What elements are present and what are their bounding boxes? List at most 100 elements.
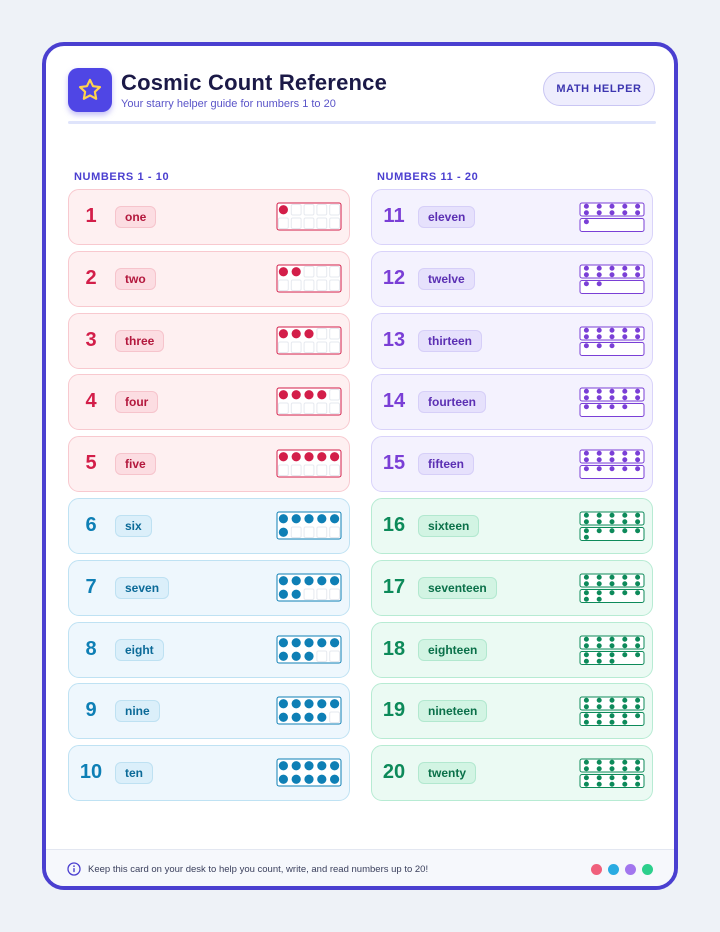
- counter-dot: [278, 699, 288, 709]
- counter-dot: [278, 328, 288, 338]
- counter-dot: [609, 781, 615, 787]
- counter-dot: [278, 575, 288, 586]
- number-row-19[interactable]: 19 nineteen: [371, 683, 653, 740]
- counter-dot: [304, 390, 314, 400]
- number-row-1[interactable]: 1 one: [68, 189, 350, 245]
- counter-dot: [596, 713, 602, 719]
- number-row-15[interactable]: 15 fifteen: [371, 436, 653, 493]
- counter-dot: [622, 781, 628, 787]
- number-row-13[interactable]: 13 thirteen: [371, 312, 653, 369]
- counter-dot: [609, 581, 615, 587]
- counter-dot: [635, 698, 641, 704]
- counter-dot: [583, 766, 589, 772]
- counter-dot: [583, 210, 589, 216]
- counter-dot: [317, 761, 327, 771]
- number-word: eight: [115, 638, 164, 661]
- number-row-20[interactable]: 20 twenty: [371, 745, 653, 802]
- counter-dot: [622, 698, 628, 704]
- math-helper-badge[interactable]: MATH HELPER: [543, 72, 655, 106]
- number-word: five: [115, 453, 156, 476]
- counter-dot: [317, 514, 327, 524]
- number-row-12[interactable]: 12 twelve: [371, 250, 653, 307]
- counter-dot: [635, 389, 641, 395]
- number-row-18[interactable]: 18 eighteen: [371, 621, 653, 678]
- counter-dot: [291, 774, 301, 785]
- counter-dot: [278, 266, 288, 277]
- legend-dot: [625, 864, 636, 875]
- number-row-8[interactable]: 8 eight: [68, 621, 350, 678]
- footer-bar: Keep this card on your desk to help you …: [46, 849, 674, 886]
- counter-dot: [635, 590, 641, 596]
- counter-dot: [330, 575, 340, 586]
- counter-dot: [596, 590, 602, 596]
- counter-dot: [622, 713, 628, 719]
- number-word: eighteen: [418, 638, 488, 661]
- number-word: nine: [115, 700, 160, 723]
- numeral: 11: [383, 205, 405, 227]
- counter-dot: [330, 774, 340, 785]
- counter-dot: [635, 581, 641, 587]
- counter-dot: [622, 466, 628, 472]
- counter-dot: [622, 590, 628, 596]
- number-word: three: [115, 329, 165, 352]
- counter-dot: [583, 636, 589, 642]
- number-row-6[interactable]: 6 six: [68, 498, 350, 554]
- numeral: 8: [85, 637, 97, 660]
- counter-dot: [317, 575, 327, 586]
- numeral: 16: [382, 514, 406, 536]
- counter-dot: [304, 514, 314, 524]
- number-row-11[interactable]: 11 eleven: [371, 189, 653, 245]
- counter-dot: [622, 512, 628, 518]
- counter-dot: [278, 651, 288, 661]
- number-row-14[interactable]: 14 fourteen: [371, 374, 653, 431]
- counter-dot: [317, 713, 327, 723]
- numeral: 17: [382, 575, 406, 598]
- double-ten-frame: [579, 264, 645, 294]
- counter-dot: [622, 333, 628, 339]
- counter-dot: [278, 205, 288, 215]
- number-row-2[interactable]: 2 two: [68, 250, 350, 307]
- counter-dot: [596, 512, 602, 518]
- number-row-9[interactable]: 9 nine: [68, 683, 350, 740]
- ten-frame: [276, 264, 342, 293]
- counter-dot: [609, 590, 615, 596]
- number-row-7[interactable]: 7 seven: [68, 559, 350, 616]
- counter-dot: [609, 574, 615, 580]
- counter-dot: [635, 210, 641, 216]
- counter-dot: [635, 636, 641, 642]
- counter-dot: [583, 658, 589, 664]
- counter-dot: [304, 774, 314, 785]
- counter-dot: [622, 651, 628, 657]
- counter-dot: [596, 781, 602, 787]
- counter-dot: [609, 636, 615, 642]
- counter-dot: [291, 452, 301, 462]
- page-subtitle: Your starry helper guide for numbers 1 t…: [121, 98, 336, 110]
- counter-dot: [583, 450, 589, 456]
- number-row-3[interactable]: 3 three: [68, 312, 350, 369]
- number-row-10[interactable]: 10 ten: [68, 745, 350, 802]
- counter-dot: [635, 766, 641, 772]
- counter-dot: [622, 636, 628, 642]
- numeral: 1: [85, 205, 97, 227]
- counter-dot: [635, 759, 641, 765]
- counter-dot: [583, 342, 589, 348]
- counter-dot: [609, 272, 615, 278]
- counter-dot: [596, 203, 602, 209]
- counter-dot: [622, 389, 628, 395]
- counter-dot: [583, 713, 589, 719]
- number-row-16[interactable]: 16 sixteen: [371, 498, 653, 554]
- counter-dot: [583, 698, 589, 704]
- number-row-4[interactable]: 4 four: [68, 374, 350, 431]
- counter-dot: [317, 774, 327, 785]
- number-row-5[interactable]: 5 five: [68, 436, 350, 493]
- ten-frame: [276, 326, 342, 355]
- counter-dot: [596, 759, 602, 765]
- double-ten-frame: [579, 202, 645, 232]
- number-row-17[interactable]: 17 seventeen: [371, 559, 653, 616]
- counter-dot: [583, 265, 589, 271]
- counter-dot: [583, 642, 589, 648]
- number-word: two: [115, 267, 156, 290]
- counter-dot: [635, 395, 641, 401]
- counter-dot: [330, 637, 340, 647]
- counter-dot: [609, 327, 615, 333]
